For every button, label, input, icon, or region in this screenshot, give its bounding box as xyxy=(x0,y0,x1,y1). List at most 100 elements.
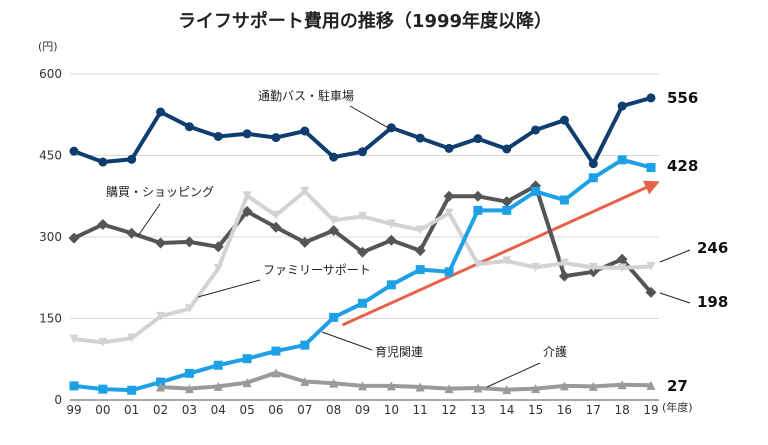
data-point xyxy=(156,107,166,117)
x-tick-label: 09 xyxy=(355,403,370,417)
leader-line xyxy=(321,331,373,351)
y-axis: 0 150 300 450 600 xyxy=(39,67,62,407)
data-point xyxy=(127,333,137,343)
data-point xyxy=(473,383,483,393)
data-point xyxy=(502,144,512,154)
data-point xyxy=(559,195,569,205)
data-point xyxy=(271,210,281,220)
data-point xyxy=(242,129,252,139)
y-tick-label: 0 xyxy=(54,393,62,407)
x-tick-label: 12 xyxy=(441,403,456,417)
data-point xyxy=(69,146,79,156)
data-point xyxy=(300,126,310,136)
data-point xyxy=(646,380,656,390)
data-point xyxy=(126,227,138,239)
data-point xyxy=(531,384,541,394)
data-point xyxy=(588,173,598,183)
x-tick-label: 17 xyxy=(586,403,601,417)
end-label-leader xyxy=(659,249,691,263)
data-point xyxy=(213,381,223,391)
data-point xyxy=(156,382,166,392)
series-1 xyxy=(68,180,657,298)
data-point xyxy=(242,354,252,364)
data-point xyxy=(415,382,425,392)
data-point xyxy=(531,186,541,196)
series-name-label: 育児関連 xyxy=(375,344,423,359)
y-unit-label: (円) xyxy=(38,40,58,53)
data-point xyxy=(646,261,656,271)
series-name-label: 介護 xyxy=(543,344,567,359)
data-point xyxy=(472,190,484,202)
series-line xyxy=(160,370,652,392)
data-point xyxy=(213,131,223,141)
data-point xyxy=(241,205,253,217)
data-point xyxy=(358,381,367,391)
data-point xyxy=(184,304,194,314)
end-value-label: 27 xyxy=(667,377,688,395)
data-point xyxy=(415,265,425,275)
data-point xyxy=(386,219,396,229)
data-point xyxy=(502,385,512,395)
data-point xyxy=(443,190,455,202)
data-point xyxy=(69,381,79,391)
data-point xyxy=(98,337,108,347)
data-point xyxy=(271,368,281,378)
series-0 xyxy=(69,93,656,169)
x-tick-label: 05 xyxy=(239,403,254,417)
y-tick-label: 600 xyxy=(39,67,62,81)
data-point xyxy=(271,133,281,143)
series-group xyxy=(68,93,657,395)
data-point xyxy=(386,381,396,391)
data-point xyxy=(357,246,368,258)
data-point xyxy=(386,280,396,290)
series-name-label: ファミリーサポート xyxy=(263,263,371,277)
data-point xyxy=(502,205,512,215)
end-value-label: 428 xyxy=(667,157,698,175)
trend-arrow-line xyxy=(341,180,660,327)
data-point xyxy=(98,157,108,167)
data-point xyxy=(617,380,627,390)
leader-line xyxy=(137,203,161,237)
data-point xyxy=(358,211,367,221)
x-tick-label: 99 xyxy=(66,403,81,417)
y-tick-label: 450 xyxy=(39,149,62,163)
data-point xyxy=(588,262,598,272)
data-point xyxy=(213,360,223,370)
y-tick-label: 300 xyxy=(39,230,62,244)
grid-lines xyxy=(70,73,659,401)
leader-line xyxy=(349,105,393,131)
data-point xyxy=(473,205,483,215)
x-tick-label: 13 xyxy=(470,403,485,417)
data-point xyxy=(329,312,339,322)
x-tick-label: 04 xyxy=(211,403,226,417)
data-point xyxy=(184,368,194,378)
x-tick-label: 18 xyxy=(615,403,630,417)
x-tick-label: 10 xyxy=(384,403,399,417)
data-point xyxy=(646,93,656,103)
data-point xyxy=(358,147,367,157)
series-name-label: 通勤バス・駐車場 xyxy=(258,88,354,103)
x-tick-label: 00 xyxy=(95,403,110,417)
data-point xyxy=(69,334,79,344)
data-point xyxy=(415,133,425,143)
series-2 xyxy=(69,186,656,347)
data-point xyxy=(501,196,513,208)
data-point xyxy=(617,101,627,111)
data-point xyxy=(588,159,598,169)
data-point xyxy=(242,191,252,201)
data-point xyxy=(531,125,541,135)
data-point xyxy=(616,253,628,265)
data-point xyxy=(558,270,570,282)
data-point xyxy=(127,154,137,164)
x-tick-label: 03 xyxy=(182,403,197,417)
data-point xyxy=(559,258,569,268)
data-point xyxy=(329,215,339,225)
x-unit-label: (年度) xyxy=(662,400,693,414)
series-4 xyxy=(156,368,656,395)
data-point xyxy=(385,234,397,246)
data-point xyxy=(97,219,109,231)
y-tick-label: 150 xyxy=(39,312,62,326)
x-tick-label: 07 xyxy=(297,403,312,417)
data-point xyxy=(98,384,108,394)
